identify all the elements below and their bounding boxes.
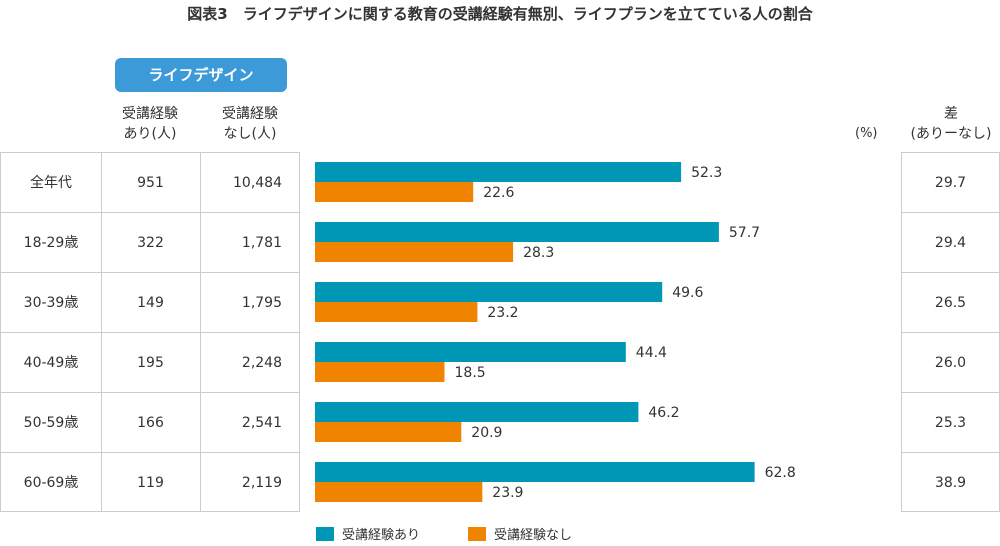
n-with: 951 <box>137 175 164 191</box>
col-header-with-line2: あり(人) <box>123 126 177 142</box>
col-header-without-line2: なし(人) <box>223 126 277 142</box>
data-label-without: 23.2 <box>487 305 518 321</box>
category-label: 全年代 <box>30 175 72 191</box>
diff-value: 29.4 <box>902 213 999 273</box>
n-with: 322 <box>137 235 164 251</box>
data-label-with: 49.6 <box>672 285 703 301</box>
data-label-without: 23.9 <box>492 485 523 501</box>
bar-without <box>315 242 514 262</box>
diff-value: 26.5 <box>902 273 999 333</box>
legend-label-with: 受講経験あり <box>342 528 421 543</box>
col-header-without: 受講経験なし(人) <box>210 104 290 144</box>
data-label-without: 22.6 <box>483 185 514 201</box>
diff-header-line2: (ありーなし) <box>910 126 992 142</box>
table-row: 全年代 951 10,484 <box>1 153 299 213</box>
bar-with <box>315 402 639 422</box>
n-without: 2,119 <box>241 475 282 491</box>
n-without: 1,795 <box>241 295 282 311</box>
unit-label: (%) <box>855 126 878 141</box>
n-without: 2,248 <box>241 355 282 371</box>
category-label: 60-69歳 <box>23 475 79 491</box>
data-label-without: 20.9 <box>471 425 502 441</box>
table-row: 60-69歳 119 2,119 <box>1 453 299 513</box>
category-label: 18-29歳 <box>23 235 79 251</box>
table-row: 40-49歳 195 2,248 <box>1 333 299 393</box>
bar-with <box>315 462 755 482</box>
data-label-with: 62.8 <box>765 465 796 481</box>
table-row: 18-29歳 322 1,781 <box>1 213 299 273</box>
diff-header: 差 (ありーなし) <box>896 104 1000 144</box>
col-header-without-line1: 受講経験 <box>222 106 278 122</box>
n-with: 166 <box>137 415 164 431</box>
diff-value: 26.0 <box>902 333 999 393</box>
diff-value: 25.3 <box>902 393 999 453</box>
n-with: 119 <box>137 475 164 491</box>
n-with: 149 <box>137 295 164 311</box>
n-without: 1,781 <box>241 235 282 251</box>
diff-value: 29.7 <box>902 153 999 213</box>
category-label: 40-49歳 <box>23 355 79 371</box>
bar-without <box>315 302 478 322</box>
bar-without <box>315 422 462 442</box>
bar-without <box>315 482 483 502</box>
bar-with <box>315 162 682 182</box>
data-label-without: 18.5 <box>455 365 486 381</box>
col-header-with-line1: 受講経験 <box>122 106 178 122</box>
legend-swatch-without <box>468 526 486 541</box>
legend-label-without: 受講経験なし <box>494 528 573 543</box>
bar-without <box>315 362 445 382</box>
data-label-with: 52.3 <box>691 165 722 181</box>
legend-item-with: 受講経験あり <box>316 524 420 543</box>
table-row: 30-39歳 149 1,795 <box>1 273 299 333</box>
data-label-with: 46.2 <box>648 405 679 421</box>
category-label: 30-39歳 <box>23 295 79 311</box>
category-label: 50-59歳 <box>23 415 79 431</box>
data-label-without: 28.3 <box>523 245 554 261</box>
n-without: 10,484 <box>233 175 282 191</box>
n-without: 2,541 <box>241 415 282 431</box>
bar-with <box>315 282 663 302</box>
bar-without <box>315 182 474 202</box>
diff-value: 38.9 <box>934 475 967 491</box>
group-label: ライフデザイン <box>115 58 287 92</box>
bar-with <box>315 222 719 242</box>
chart-title: 図表3 ライフデザインに関する教育の受講経験有無別、ライフプランを立てている人の… <box>187 5 813 23</box>
n-with: 195 <box>137 355 164 371</box>
diff-header-line1: 差 <box>944 106 958 122</box>
count-table: 全年代 951 10,484 18-29歳 322 1,781 30-39歳 149… <box>0 152 300 512</box>
table-row: 50-59歳 166 2,541 <box>1 393 299 453</box>
data-label-with: 57.7 <box>729 225 760 241</box>
bar-with <box>315 342 626 362</box>
data-label-with: 44.4 <box>636 345 667 361</box>
legend-swatch-with <box>316 526 334 541</box>
col-header-with: 受講経験あり(人) <box>110 104 190 144</box>
legend-item-without: 受講経験なし <box>468 524 572 543</box>
